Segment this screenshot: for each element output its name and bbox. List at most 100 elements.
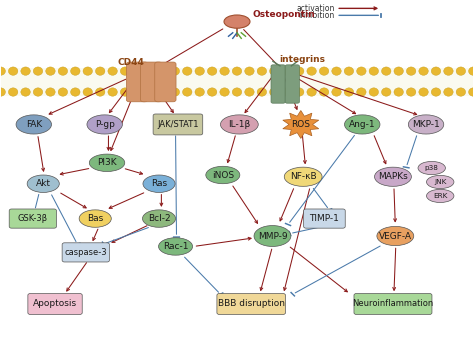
Ellipse shape (71, 67, 80, 75)
FancyBboxPatch shape (28, 294, 82, 314)
Text: CD44: CD44 (117, 58, 144, 67)
FancyBboxPatch shape (155, 62, 176, 102)
Ellipse shape (95, 67, 105, 75)
Text: caspase-3: caspase-3 (64, 248, 107, 257)
Ellipse shape (270, 67, 279, 75)
Ellipse shape (120, 88, 130, 96)
Ellipse shape (170, 67, 180, 75)
Ellipse shape (469, 67, 474, 75)
Ellipse shape (294, 88, 304, 96)
Ellipse shape (182, 88, 192, 96)
Ellipse shape (245, 88, 254, 96)
Text: Osteopontin: Osteopontin (253, 10, 315, 19)
Ellipse shape (307, 67, 316, 75)
Ellipse shape (95, 88, 105, 96)
FancyBboxPatch shape (285, 65, 300, 103)
Text: BBB disruption: BBB disruption (218, 300, 285, 308)
Ellipse shape (406, 88, 416, 96)
Ellipse shape (406, 67, 416, 75)
Text: IL-1β: IL-1β (228, 120, 250, 129)
Ellipse shape (27, 175, 59, 192)
FancyBboxPatch shape (0, 68, 474, 96)
Ellipse shape (0, 88, 5, 96)
Ellipse shape (87, 115, 122, 134)
Ellipse shape (394, 88, 403, 96)
Text: Neuroinflammation: Neuroinflammation (352, 300, 434, 308)
Text: GSK-3β: GSK-3β (18, 214, 48, 223)
Ellipse shape (444, 88, 453, 96)
Ellipse shape (46, 88, 55, 96)
Ellipse shape (158, 238, 192, 255)
Ellipse shape (257, 88, 266, 96)
Ellipse shape (408, 115, 444, 134)
Ellipse shape (319, 88, 329, 96)
Ellipse shape (21, 67, 30, 75)
Ellipse shape (71, 88, 80, 96)
Ellipse shape (394, 67, 403, 75)
Ellipse shape (143, 210, 175, 227)
FancyBboxPatch shape (271, 65, 285, 103)
Text: inhibition: inhibition (299, 11, 335, 20)
Ellipse shape (456, 67, 465, 75)
Ellipse shape (345, 115, 380, 134)
Ellipse shape (83, 88, 92, 96)
Ellipse shape (220, 88, 229, 96)
Text: MKP-1: MKP-1 (412, 120, 440, 129)
Text: JNK: JNK (434, 179, 447, 185)
Ellipse shape (356, 88, 366, 96)
Ellipse shape (108, 67, 118, 75)
Ellipse shape (220, 67, 229, 75)
Text: TIMP-1: TIMP-1 (310, 214, 339, 223)
FancyBboxPatch shape (304, 209, 345, 228)
FancyBboxPatch shape (141, 62, 162, 102)
Text: Ang-1: Ang-1 (349, 120, 375, 129)
Ellipse shape (344, 67, 354, 75)
Ellipse shape (254, 225, 291, 246)
Ellipse shape (83, 67, 92, 75)
Ellipse shape (33, 88, 43, 96)
Ellipse shape (133, 88, 142, 96)
Text: ROS: ROS (292, 120, 310, 129)
Ellipse shape (332, 88, 341, 96)
Ellipse shape (108, 88, 118, 96)
Ellipse shape (382, 88, 391, 96)
Ellipse shape (16, 115, 52, 134)
Text: Bas: Bas (87, 214, 103, 223)
Text: JAK/STAT1: JAK/STAT1 (157, 120, 199, 129)
Ellipse shape (332, 67, 341, 75)
Text: ERK: ERK (433, 193, 447, 199)
Text: activation: activation (296, 4, 335, 13)
Text: Ras: Ras (151, 179, 167, 188)
Text: Apoptosis: Apoptosis (33, 300, 77, 308)
Ellipse shape (143, 175, 175, 192)
Ellipse shape (282, 67, 292, 75)
Ellipse shape (307, 88, 316, 96)
Ellipse shape (245, 67, 254, 75)
Text: p38: p38 (425, 165, 438, 171)
Ellipse shape (195, 88, 204, 96)
Ellipse shape (282, 88, 292, 96)
Text: VEGF-A: VEGF-A (379, 231, 412, 240)
Ellipse shape (294, 67, 304, 75)
Ellipse shape (418, 161, 446, 175)
Ellipse shape (224, 15, 250, 28)
Ellipse shape (431, 67, 441, 75)
FancyBboxPatch shape (153, 114, 203, 135)
FancyBboxPatch shape (217, 294, 285, 314)
Ellipse shape (195, 67, 204, 75)
Text: NF-κB: NF-κB (290, 172, 317, 181)
Ellipse shape (145, 88, 155, 96)
Ellipse shape (469, 88, 474, 96)
Ellipse shape (431, 88, 441, 96)
Ellipse shape (419, 88, 428, 96)
Ellipse shape (427, 175, 454, 189)
Ellipse shape (46, 67, 55, 75)
Ellipse shape (89, 154, 125, 172)
Ellipse shape (232, 88, 242, 96)
Text: integrins: integrins (279, 55, 325, 64)
Ellipse shape (208, 88, 217, 96)
Ellipse shape (284, 167, 322, 186)
Ellipse shape (270, 88, 279, 96)
Ellipse shape (170, 88, 180, 96)
Ellipse shape (33, 67, 43, 75)
